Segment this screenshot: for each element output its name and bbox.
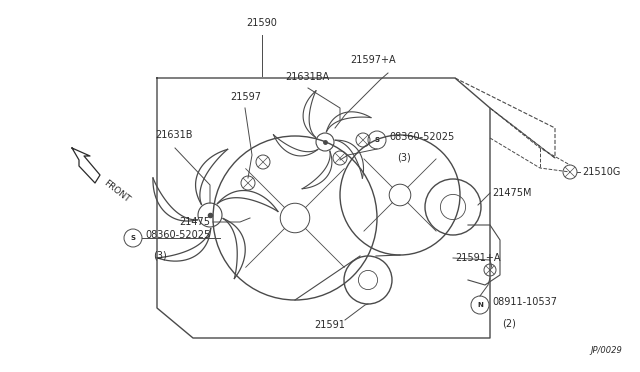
- Text: FRONT: FRONT: [102, 178, 132, 204]
- Text: 21510G: 21510G: [582, 167, 620, 177]
- Text: (3): (3): [397, 152, 411, 162]
- Text: JP/0029: JP/0029: [590, 346, 622, 355]
- Text: 21475M: 21475M: [492, 188, 531, 198]
- Text: (2): (2): [502, 318, 516, 328]
- Text: 21597+A: 21597+A: [350, 55, 396, 65]
- Text: 21631BA: 21631BA: [285, 72, 329, 82]
- Text: 21591+A: 21591+A: [455, 253, 500, 263]
- Text: 21590: 21590: [246, 18, 277, 28]
- Text: S: S: [131, 235, 136, 241]
- Text: 21475: 21475: [179, 217, 210, 227]
- Text: N: N: [477, 302, 483, 308]
- Text: S: S: [374, 137, 380, 143]
- Text: (3): (3): [153, 251, 167, 261]
- Text: 08360-52025: 08360-52025: [145, 230, 211, 240]
- Text: 08911-10537: 08911-10537: [492, 297, 557, 307]
- Text: 21597: 21597: [230, 92, 261, 102]
- Text: 08360-52025: 08360-52025: [389, 132, 454, 142]
- Text: 21591: 21591: [315, 320, 346, 330]
- Text: 21631B: 21631B: [155, 130, 193, 140]
